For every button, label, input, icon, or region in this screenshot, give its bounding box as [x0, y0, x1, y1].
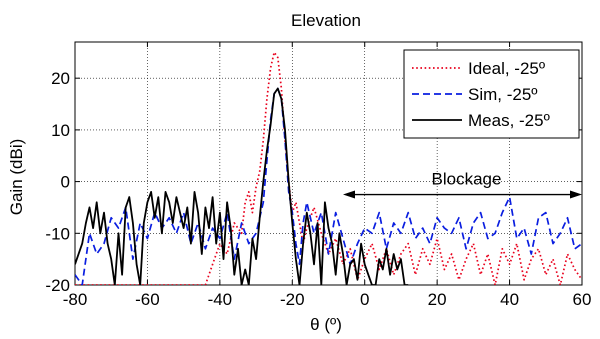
series-line-2: [75, 87, 582, 285]
y-axis-label: Gain (dBi): [7, 139, 26, 216]
plot-area: [74, 41, 583, 286]
chart-title: Elevation: [291, 11, 361, 30]
x-tick-label: -40: [208, 290, 233, 309]
arrow-head-left: [342, 190, 355, 199]
arrow-head-right: [570, 190, 582, 199]
legend-label-2: Sim, -25º: [468, 85, 538, 104]
y-tick-label: 10: [51, 121, 70, 140]
blockage-annotation: Blockage: [342, 170, 582, 199]
x-tick-label: -20: [280, 290, 305, 309]
legend-box: [403, 49, 580, 139]
x-tick-label: -80: [63, 290, 88, 309]
x-axis-label: θ (º): [310, 315, 342, 334]
y-tick-label: 20: [51, 69, 70, 88]
series-line-3: [75, 87, 409, 285]
x-tick-label: -60: [135, 290, 160, 309]
x-tick-label: 0: [360, 290, 369, 309]
legend: Ideal, -25º Sim, -25º Meas, -25º: [403, 49, 580, 139]
x-tick-label: 40: [500, 290, 519, 309]
series-layer: [75, 51, 582, 285]
grid-lines: [75, 42, 582, 285]
x-tick-label: 20: [428, 290, 447, 309]
blockage-label: Blockage: [432, 170, 502, 189]
axis-ticks: -80 -60 -40 -20 0 20 40 60 -20 -10 0 10 20: [45, 42, 591, 309]
legend-label-1: Ideal, -25º: [468, 59, 545, 78]
legend-label-3: Meas, -25º: [468, 111, 550, 130]
x-tick-label: 60: [573, 290, 592, 309]
y-tick-label: -20: [45, 276, 70, 295]
y-tick-label: -10: [45, 224, 70, 243]
y-tick-label: 0: [61, 173, 70, 192]
